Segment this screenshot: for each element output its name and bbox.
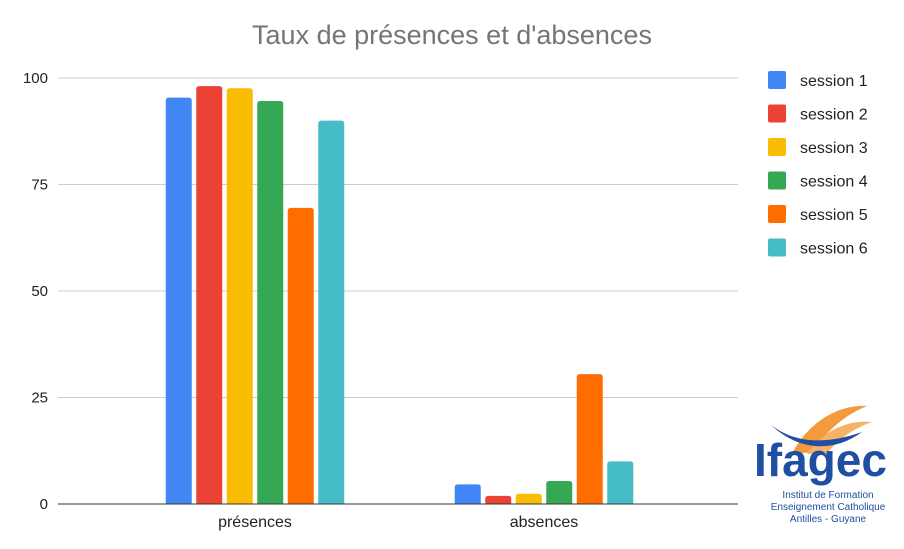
legend-swatch xyxy=(768,138,786,156)
x-category-label: absences xyxy=(510,514,579,531)
bar-absences-series-6 xyxy=(607,461,634,504)
logo-wordmark: Ifagec xyxy=(754,434,887,486)
legend-swatch xyxy=(768,71,786,89)
bar-présences-series-3 xyxy=(226,88,253,504)
y-tick-label: 25 xyxy=(31,390,48,407)
chart-title: Taux de présences et d'absences xyxy=(252,20,652,50)
logo-line-3: Antilles - Guyane xyxy=(790,514,867,525)
bar-absences-series-4 xyxy=(546,480,573,504)
x-category-label: présences xyxy=(218,514,292,531)
logo-line-1: Institut de Formation xyxy=(782,490,873,501)
legend-swatch xyxy=(768,104,786,123)
legend: session 1 session 2 session 3 session 4 sess… xyxy=(768,71,868,258)
y-tick-label: 75 xyxy=(31,177,48,194)
bar-absences-series-5 xyxy=(576,374,603,504)
bar-présences-series-5 xyxy=(287,207,314,504)
bar-absences-series-1 xyxy=(454,484,481,504)
legend-label: session 5 xyxy=(800,207,868,224)
legend-label: session 3 xyxy=(800,140,868,157)
legend-label: session 1 xyxy=(800,73,868,90)
y-tick-label: 50 xyxy=(31,283,48,300)
bar-absences-series-2 xyxy=(485,495,512,504)
ifagec-logo: Ifagec Institut de Formation Enseignemen… xyxy=(754,405,887,525)
y-tick-label: 0 xyxy=(40,496,48,513)
bars xyxy=(165,86,634,505)
legend-label: session 6 xyxy=(800,241,868,258)
legend-swatch xyxy=(768,205,786,223)
grid: 0 25 50 75 100 xyxy=(23,70,738,513)
legend-label: session 4 xyxy=(800,174,868,191)
legend-swatch xyxy=(768,238,786,257)
bar-présences-series-4 xyxy=(257,101,284,504)
y-tick-label: 100 xyxy=(23,70,48,87)
legend-label: session 2 xyxy=(800,107,868,124)
logo-line-2: Enseignement Catholique xyxy=(771,502,886,513)
legend-swatch xyxy=(768,171,786,190)
bar-absences-series-3 xyxy=(515,493,542,504)
bar-présences-series-2 xyxy=(196,86,223,505)
category-labels: présences absences xyxy=(218,514,578,531)
bar-présences-series-6 xyxy=(318,120,345,504)
bar-présences-series-1 xyxy=(165,97,192,504)
logo-swoosh-icon xyxy=(770,424,862,447)
